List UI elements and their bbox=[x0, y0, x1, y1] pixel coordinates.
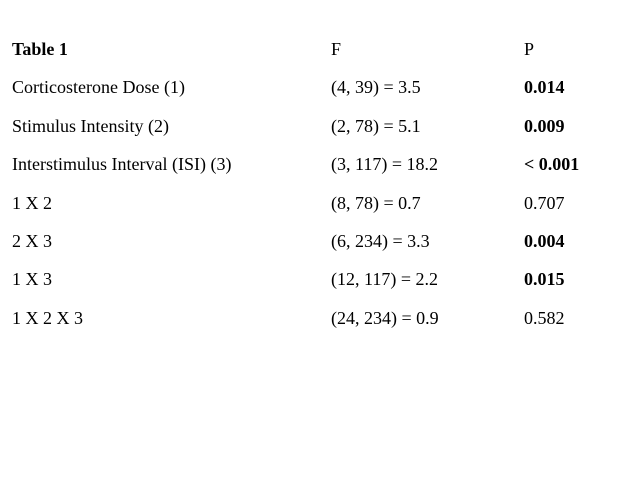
header-cell: F bbox=[331, 39, 342, 59]
f-value: (4, 39) = 3.5 bbox=[331, 77, 421, 98]
row-label: 1 X 2 X 3 bbox=[12, 307, 83, 328]
p-value: 0.009 bbox=[524, 115, 565, 136]
row-label: Stimulus Intensity (2) bbox=[12, 115, 169, 136]
row-label: Interstimulus Interval (ISI) (3) bbox=[12, 154, 232, 175]
f-value: (12, 117) = 2.2 bbox=[331, 269, 438, 290]
row-label: 2 X 3 bbox=[12, 231, 52, 251]
p-value: 0.582 bbox=[524, 307, 565, 328]
p-value: 0.004 bbox=[524, 231, 565, 251]
p-value: < 0.001 bbox=[524, 154, 580, 175]
p-value: 0.015 bbox=[524, 269, 565, 290]
f-value: (3, 117) = 18.2 bbox=[331, 154, 438, 175]
p-value: 0.707 bbox=[524, 192, 565, 213]
f-value: (2, 78) = 5.1 bbox=[331, 115, 421, 136]
header-cell: P bbox=[524, 39, 535, 59]
p-value: 0.014 bbox=[524, 77, 565, 98]
row-label: 1 X 3 bbox=[12, 269, 52, 290]
row-label: 1 X 2 bbox=[12, 192, 52, 213]
header-cell: Table 1 bbox=[12, 39, 68, 59]
f-value: (8, 78) = 0.7 bbox=[331, 192, 421, 213]
f-value: (24, 234) = 0.9 bbox=[331, 307, 439, 328]
f-value: (6, 234) = 3.3 bbox=[331, 231, 430, 251]
row-label: Corticosterone Dose (1) bbox=[12, 77, 185, 98]
